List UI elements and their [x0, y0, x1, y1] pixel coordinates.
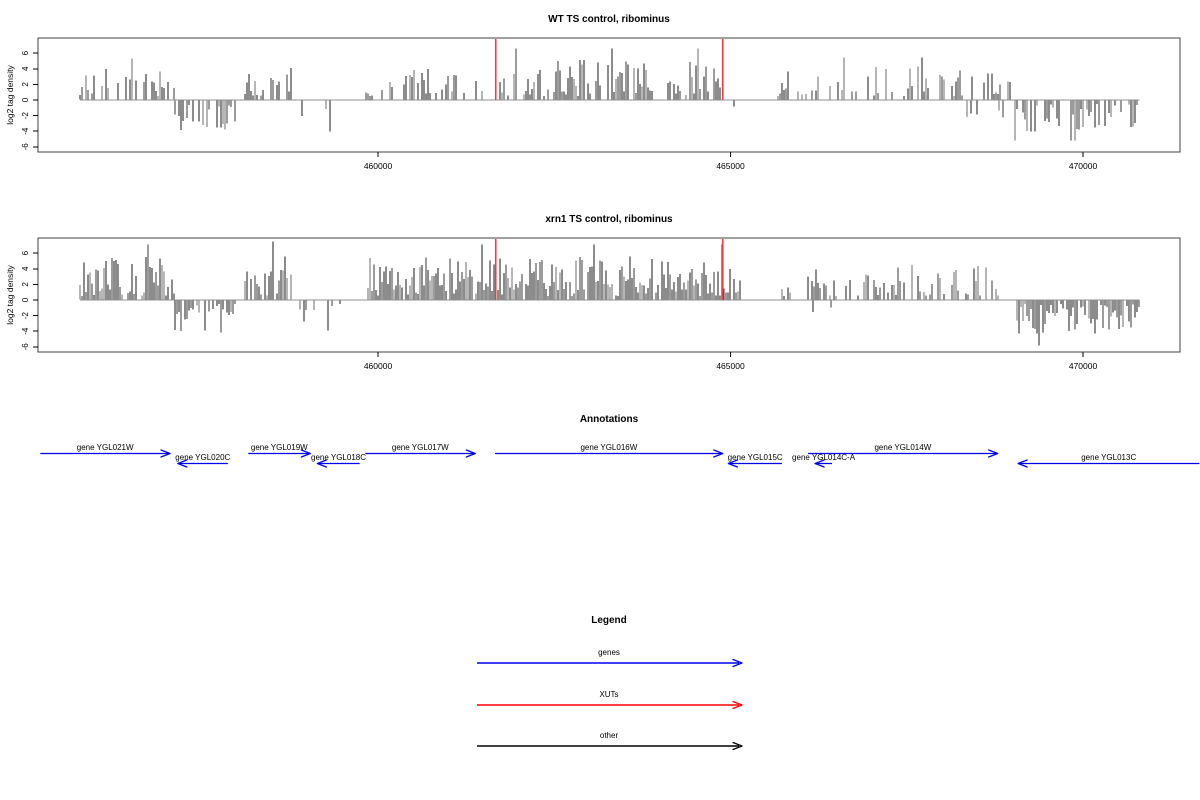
legend-item-label: genes [598, 648, 620, 657]
x-tick-label: 465000 [716, 361, 745, 371]
gene-arrow-head [465, 449, 476, 458]
legend-item-label: XUTs [599, 690, 618, 699]
legend-arrow-head [732, 700, 743, 710]
annotations-title: Annotations [580, 414, 639, 425]
gene-arrow-head [160, 449, 171, 458]
gene-label: gene YGL018C [311, 453, 366, 462]
x-tick-label: 470000 [1069, 161, 1098, 171]
legend-items: genes XUTs other [477, 648, 743, 751]
plot-box [37, 237, 1181, 353]
gene-arrow-head [316, 459, 328, 468]
y-tick-label: -2 [21, 311, 30, 319]
gene-arrow-head [300, 449, 311, 458]
panel2-density-plot: -6 -4 -2 0 2 4 6 460000 465000 470000 [21, 237, 1181, 371]
gene-label: gene YGL021W [77, 443, 134, 452]
y-tick-label: -6 [21, 343, 30, 351]
gene-arrow-head [988, 449, 999, 458]
panel1-y-axis-label: log2 tag density [5, 64, 15, 124]
panel2-y-axis-label: log2 tag density [5, 264, 15, 324]
y-tick-label: -6 [21, 143, 30, 151]
gene-label: gene YGL019W [251, 443, 308, 452]
legend-title: Legend [591, 615, 627, 626]
gene-label: gene YGL015C [728, 453, 783, 462]
gene-label: gene YGL014W [874, 443, 931, 452]
y-tick-label: 4 [21, 66, 30, 71]
gene-label: gene YGL013C [1081, 453, 1136, 462]
gene-label: gene YGL014C-A [792, 453, 856, 462]
y-tick-label: -2 [21, 111, 30, 119]
gene-arrow-head [814, 459, 825, 468]
panel2-title: xrn1 TS control, ribominus [545, 214, 673, 225]
y-tick-label: 6 [21, 50, 30, 55]
x-tick-label: 460000 [364, 161, 393, 171]
y-tick-label: 2 [21, 282, 30, 287]
legend-arrow-head [732, 658, 743, 668]
y-tick-label: 6 [21, 250, 30, 255]
y-tick-label: 4 [21, 266, 30, 271]
y-tick-label: -4 [21, 327, 30, 335]
plot-box [37, 37, 1181, 153]
gene-arrow-head [1017, 459, 1028, 468]
gene-label: gene YGL016W [580, 443, 637, 452]
x-tick-label: 465000 [716, 161, 745, 171]
panel1-title: WT TS control, ribominus [548, 14, 670, 25]
y-tick-label: -4 [21, 127, 30, 135]
gene-arrow-head [713, 449, 724, 458]
gene-label: gene YGL020C [175, 453, 230, 462]
x-tick-label: 460000 [364, 361, 393, 371]
gene-arrow-head [177, 459, 188, 468]
panel1-density-plot: -6 -4 -2 0 2 4 6 460000 465000 470000 [21, 37, 1181, 171]
gene-label: gene YGL017W [392, 443, 449, 452]
x-tick-label: 470000 [1069, 361, 1098, 371]
legend-item-label: other [600, 731, 619, 740]
gene-arrow-head [727, 459, 739, 468]
y-tick-label: 2 [21, 82, 30, 87]
legend-arrow-head [732, 741, 743, 751]
y-tick-label: 0 [21, 97, 30, 102]
y-tick-label: 0 [21, 297, 30, 302]
